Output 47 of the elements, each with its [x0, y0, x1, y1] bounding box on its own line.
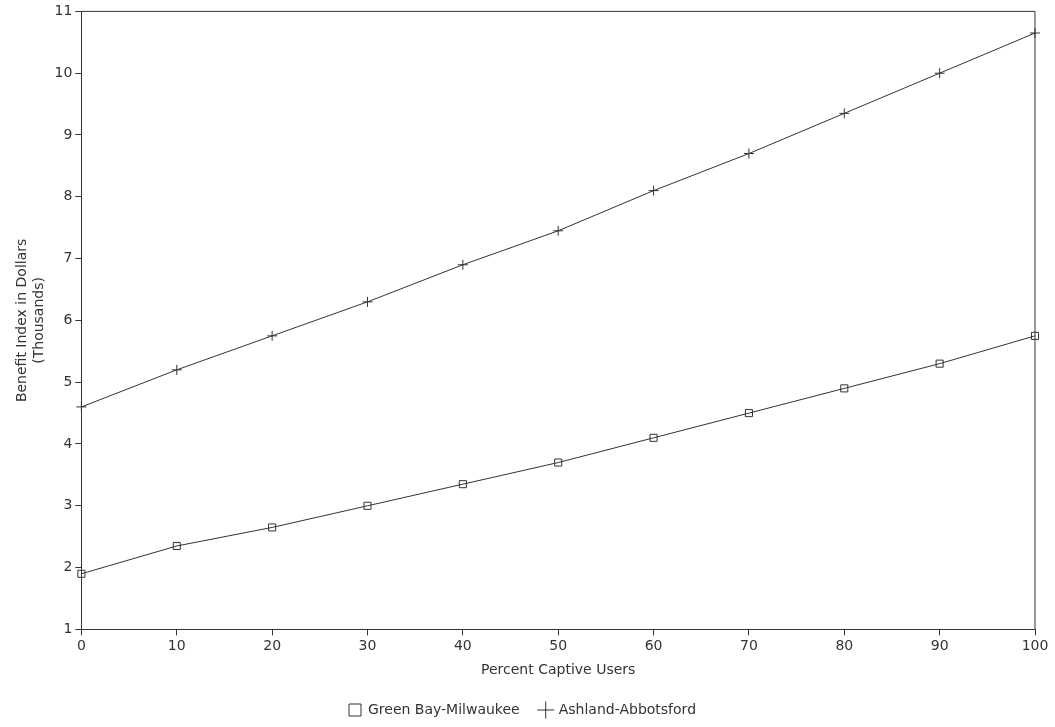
point — [75, 401, 87, 413]
y-tick-label: 10 — [54, 63, 73, 80]
point — [1030, 331, 1040, 340]
point — [363, 501, 372, 510]
point — [458, 480, 467, 489]
x-tick-label: 30 — [358, 637, 377, 654]
point — [77, 569, 86, 578]
legend-label: Green Bay-Milwaukee — [367, 700, 520, 717]
y-axis-title: Benefit Index in Dollars (Thousands) — [13, 238, 46, 403]
point — [457, 259, 469, 271]
point — [649, 433, 658, 442]
point — [554, 458, 563, 467]
y-tick-label: 5 — [63, 372, 73, 389]
x-axis-title: Percent Captive Users — [481, 661, 636, 678]
point — [552, 225, 564, 237]
point — [934, 67, 946, 79]
x-tick-label: 60 — [644, 637, 663, 654]
y-tick-label: 7 — [63, 249, 73, 266]
point — [840, 384, 849, 393]
y-tick-label: 3 — [63, 496, 73, 513]
point — [172, 541, 181, 551]
y-tick-label: 8 — [63, 187, 73, 204]
y-tick-label: 6 — [63, 311, 73, 328]
point — [171, 364, 183, 376]
point — [838, 107, 850, 119]
point — [648, 185, 660, 197]
x-tick-label: 20 — [263, 637, 282, 654]
y-tick-label: 4 — [63, 434, 73, 451]
point — [361, 296, 373, 308]
x-tick-label: 10 — [167, 637, 186, 654]
x-tick-label: 90 — [930, 637, 949, 654]
x-tick-label: 100 — [1021, 637, 1049, 654]
point — [268, 523, 277, 532]
x-tick-label: 40 — [453, 637, 472, 654]
x-tick-label: 50 — [549, 637, 568, 654]
x-tick-label: 70 — [740, 637, 758, 654]
y-tick-label: 2 — [63, 558, 73, 575]
point — [744, 409, 753, 418]
point — [935, 359, 944, 368]
legend-label: Ashland-Abbotsford — [558, 700, 697, 717]
y-tick-label: 9 — [63, 125, 73, 142]
y-tick-label: 1 — [63, 620, 73, 637]
x-tick-label: 80 — [835, 637, 854, 654]
point — [266, 330, 278, 342]
x-tick-label: 0 — [76, 637, 86, 654]
y-tick-label: 11 — [54, 2, 73, 19]
point — [743, 148, 755, 160]
